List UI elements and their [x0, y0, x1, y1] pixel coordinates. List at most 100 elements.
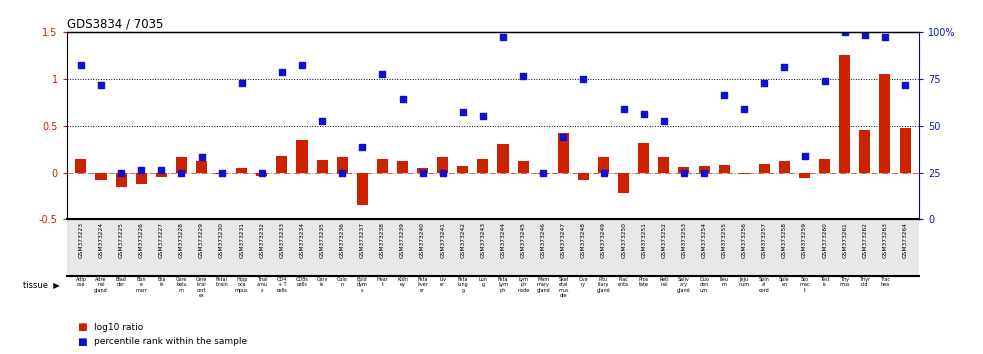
Point	[837, 29, 852, 35]
Bar	[276, 156, 287, 172]
Point	[757, 81, 773, 86]
Point	[696, 170, 712, 175]
Text: Fetal
brain: Fetal brain	[215, 277, 228, 287]
Text: GSM373248: GSM373248	[581, 222, 586, 258]
Bar	[819, 159, 831, 172]
Text: Cere
belu
m: Cere belu m	[176, 277, 187, 292]
Text: GSM373259: GSM373259	[802, 222, 807, 258]
Text: GSM373258: GSM373258	[781, 222, 787, 258]
Text: GSM373261: GSM373261	[842, 222, 847, 258]
Text: GSM373252: GSM373252	[662, 222, 666, 258]
Text: Colo
n: Colo n	[337, 277, 348, 287]
Text: GSM373226: GSM373226	[139, 222, 144, 258]
Text: Spin
al
cord: Spin al cord	[759, 277, 770, 292]
Bar	[699, 166, 710, 172]
Text: Cere
bral
cort
ex: Cere bral cort ex	[196, 277, 207, 298]
Text: Bra
in: Bra in	[157, 277, 165, 287]
Text: Lun
g: Lun g	[479, 277, 488, 287]
Point	[315, 118, 330, 124]
Text: Kidn
ey: Kidn ey	[397, 277, 408, 287]
Text: GSM373245: GSM373245	[521, 222, 526, 258]
Text: Blad
der: Blad der	[116, 277, 127, 287]
Point	[455, 109, 471, 114]
Text: Liv
er: Liv er	[439, 277, 446, 287]
Text: GDS3834 / 7035: GDS3834 / 7035	[67, 18, 163, 31]
Text: tissue  ▶: tissue ▶	[23, 280, 59, 290]
Text: GSM373225: GSM373225	[119, 222, 124, 258]
Point	[113, 170, 129, 175]
Point	[334, 170, 350, 175]
Bar	[899, 129, 910, 172]
Text: GSM373223: GSM373223	[79, 222, 84, 258]
Bar	[457, 166, 468, 172]
Point	[596, 170, 611, 175]
Text: Reti
nal: Reti nal	[659, 277, 668, 287]
Point	[877, 34, 893, 39]
Bar	[578, 172, 589, 180]
Point	[495, 35, 511, 40]
Point	[153, 167, 169, 173]
Text: GSM373250: GSM373250	[621, 222, 626, 258]
Text: GSM373256: GSM373256	[742, 222, 747, 258]
Bar	[116, 172, 127, 187]
Text: Plac
enta: Plac enta	[618, 277, 629, 287]
Point	[73, 62, 88, 68]
Point	[615, 106, 631, 112]
Text: GSM373255: GSM373255	[722, 222, 726, 258]
Point	[234, 81, 250, 86]
Text: GSM373230: GSM373230	[219, 222, 224, 258]
Text: log10 ratio: log10 ratio	[94, 323, 144, 332]
Text: GSM373233: GSM373233	[279, 222, 284, 258]
Bar	[196, 161, 207, 172]
Point	[717, 92, 732, 98]
Text: Mam
mary
gland: Mam mary gland	[537, 277, 550, 292]
Bar	[216, 172, 227, 175]
Text: Ileu
m: Ileu m	[720, 277, 728, 287]
Text: Feta
liver
er: Feta liver er	[417, 277, 428, 292]
Point	[174, 170, 190, 175]
Text: GSM373236: GSM373236	[340, 222, 345, 258]
Point	[294, 62, 310, 68]
Point	[194, 154, 209, 159]
Point	[134, 167, 149, 173]
Bar	[95, 172, 106, 180]
Bar	[176, 156, 187, 172]
Bar	[557, 133, 569, 172]
Text: Trac
hea: Trac hea	[880, 277, 890, 287]
Point	[415, 170, 431, 175]
Point	[355, 144, 371, 150]
Text: percentile rank within the sample: percentile rank within the sample	[94, 337, 248, 346]
Bar	[799, 172, 810, 178]
Text: GSM373260: GSM373260	[822, 222, 827, 258]
Bar	[397, 161, 408, 172]
Bar	[257, 172, 267, 176]
Text: GSM373229: GSM373229	[199, 222, 204, 258]
Bar	[437, 156, 448, 172]
Text: GSM373241: GSM373241	[440, 222, 445, 258]
Point	[213, 170, 229, 175]
Bar	[317, 160, 327, 172]
Point	[576, 76, 592, 81]
Text: GSM373238: GSM373238	[379, 222, 385, 258]
Bar	[759, 164, 770, 172]
Text: CD4
+ T
cells: CD4 + T cells	[276, 277, 287, 292]
Bar	[155, 172, 167, 177]
Text: Feta
lung
g: Feta lung g	[457, 277, 468, 292]
Text: Adre
nal
gland: Adre nal gland	[94, 277, 108, 292]
Text: Thyr
oid: Thyr oid	[859, 277, 870, 287]
Text: Lym
ph
node: Lym ph node	[517, 277, 529, 292]
Point	[434, 170, 450, 175]
Point	[777, 64, 792, 69]
Text: ■: ■	[77, 337, 87, 347]
Text: Duo
den
um: Duo den um	[699, 277, 709, 292]
Text: Hipp
oca
mpus: Hipp oca mpus	[235, 277, 249, 292]
Text: GSM373263: GSM373263	[883, 222, 888, 258]
Bar	[738, 172, 750, 175]
Text: GSM373243: GSM373243	[481, 222, 486, 258]
Point	[394, 97, 410, 102]
Point	[536, 170, 551, 175]
Bar	[337, 156, 348, 172]
Bar	[719, 165, 729, 172]
Text: GSM373239: GSM373239	[400, 222, 405, 258]
Point	[475, 113, 491, 119]
